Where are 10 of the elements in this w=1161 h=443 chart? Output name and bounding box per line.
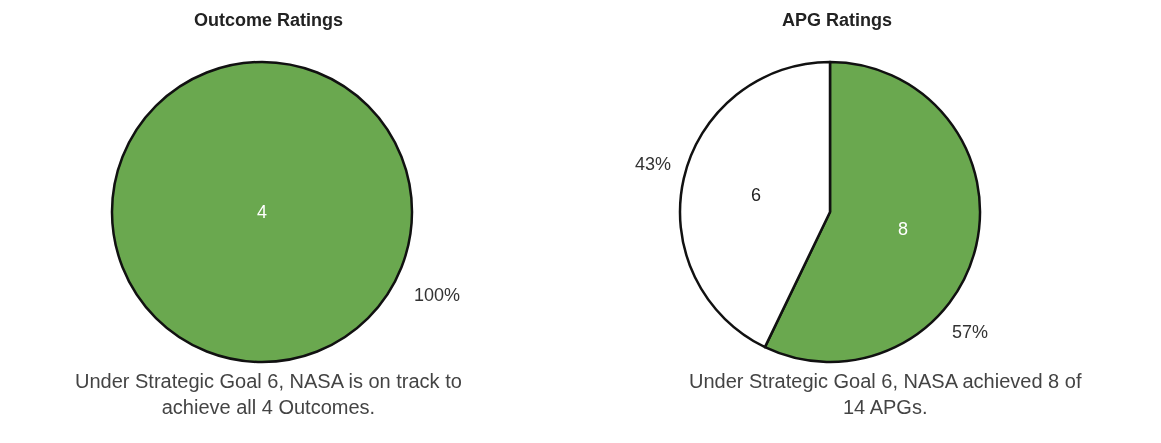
text: 57% bbox=[952, 322, 989, 342]
data-label: 4 bbox=[256, 202, 268, 222]
text: Under Strategic Goal 6, NASA achieved 8 of 14 APGs. bbox=[689, 370, 1082, 418]
data-label: 6 bbox=[750, 185, 761, 206]
text: 100% bbox=[414, 285, 461, 305]
text: Under Strategic Goal 6, NASA is on track to achieve all 4 Outcomes. bbox=[75, 370, 462, 418]
text: 43% bbox=[635, 154, 672, 174]
chart-title: Outcome Ratings bbox=[194, 10, 344, 30]
chart-title: APG Ratings bbox=[782, 10, 893, 30]
data-label: 8 bbox=[898, 218, 909, 239]
